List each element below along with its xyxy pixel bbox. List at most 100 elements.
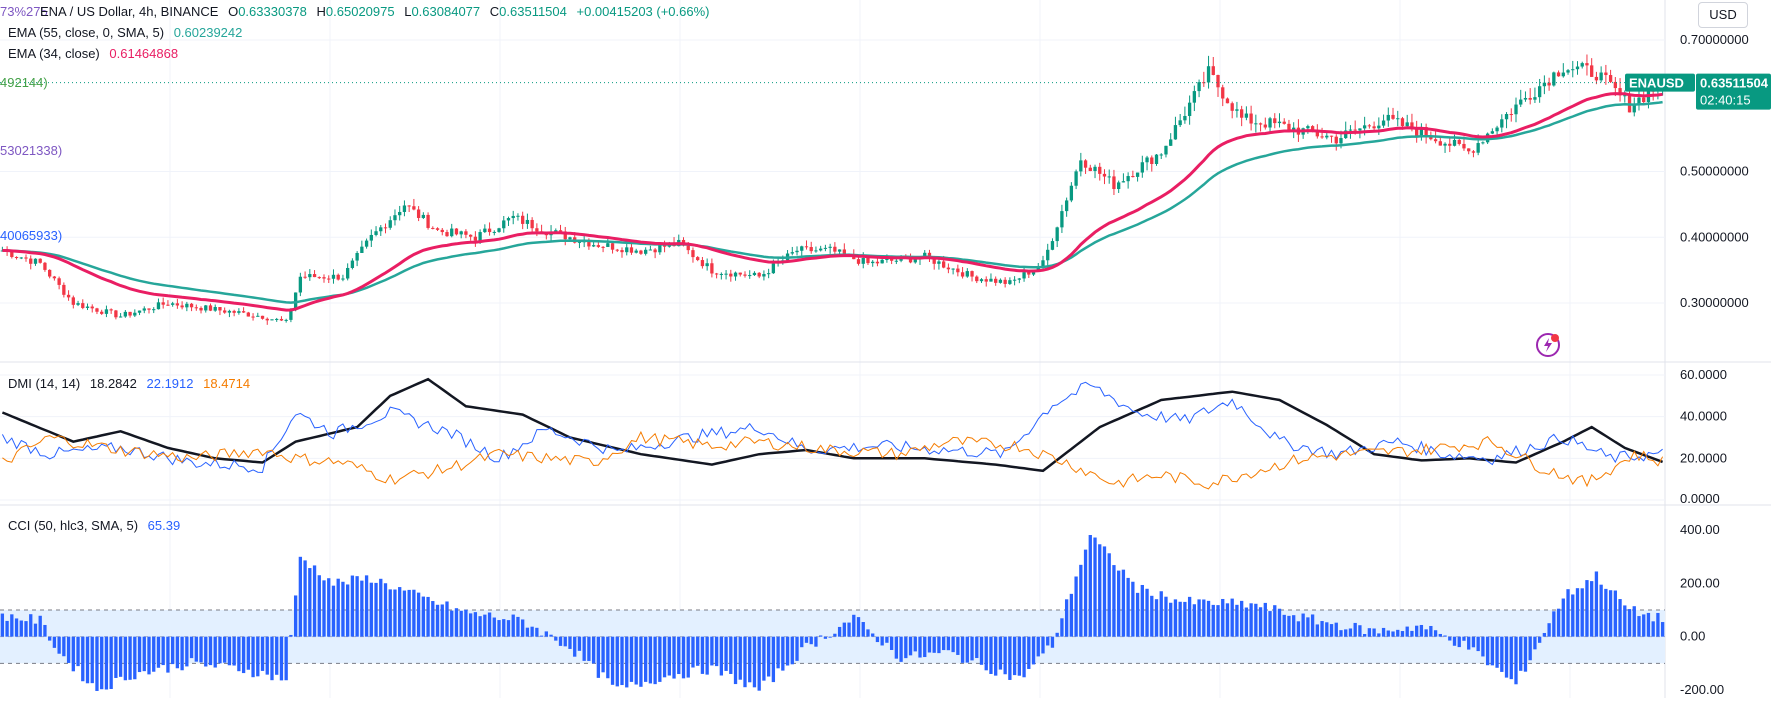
- candle-body: [1566, 70, 1570, 73]
- candle-body: [871, 261, 875, 264]
- candle-body: [435, 228, 440, 230]
- cci-bar: [10, 614, 14, 637]
- ema34-legend[interactable]: EMA (34, close) 0.61464868: [8, 46, 184, 61]
- cci-bar: [1282, 614, 1286, 637]
- cci-bar: [885, 636, 889, 643]
- cci-bar: [591, 636, 596, 664]
- candle-body: [336, 274, 340, 280]
- candle-body: [979, 279, 984, 282]
- dmi-adx-value: 18.2842: [89, 376, 137, 391]
- symbol-legend[interactable]: ENA / US Dollar, 4h, BINANCE O0.63330378…: [40, 4, 716, 19]
- cci-bar: [1135, 592, 1140, 637]
- candle-body: [241, 311, 246, 313]
- candle-body: [946, 267, 951, 270]
- candle-body: [861, 257, 865, 264]
- candle-body: [837, 249, 842, 252]
- candle-body: [194, 307, 198, 309]
- cci-bar: [620, 636, 624, 686]
- candle-body: [1481, 142, 1485, 144]
- cci-bar: [416, 592, 421, 637]
- candle-body: [1046, 249, 1050, 261]
- cci-bar: [819, 635, 823, 637]
- cci-bar: [440, 604, 444, 637]
- candle-body: [1216, 74, 1220, 88]
- cci-bar: [1221, 598, 1225, 637]
- dmi-legend[interactable]: DMI (14, 14) 18.2842 22.1912 18.4714: [8, 376, 256, 391]
- cci-bar: [1008, 636, 1012, 680]
- cci-bar: [1377, 633, 1381, 637]
- cci-bar: [5, 620, 9, 637]
- candle-body: [932, 257, 936, 264]
- candle-body: [554, 230, 558, 232]
- candle-body: [293, 292, 298, 309]
- flash-icon[interactable]: [1535, 332, 1561, 358]
- cci-bar: [927, 636, 932, 653]
- cci-bar: [1533, 636, 1537, 650]
- cci-bar: [317, 575, 321, 637]
- cci-bar: [1117, 570, 1121, 637]
- cci-bar: [289, 634, 293, 637]
- candle-body: [355, 252, 359, 261]
- cci-legend[interactable]: CCI (50, hlc3, SMA, 5) 65.39: [8, 518, 186, 533]
- cci-bar: [672, 636, 676, 679]
- cci-bar: [743, 636, 747, 688]
- cci-bar: [776, 636, 780, 669]
- candle-body: [289, 308, 293, 320]
- cci-bar: [1353, 622, 1357, 637]
- cci-bar: [227, 636, 232, 666]
- candle-body: [360, 246, 364, 253]
- candle-body: [1074, 171, 1078, 186]
- symbol-title[interactable]: ENA / US Dollar, 4h, BINANCE: [40, 4, 219, 19]
- cci-bar: [81, 636, 85, 682]
- candle-body: [478, 232, 482, 241]
- candle-body: [1448, 143, 1452, 146]
- cci-bar: [1485, 636, 1490, 666]
- cci-bar: [1405, 626, 1409, 637]
- cci-bar: [1415, 625, 1419, 637]
- cci-bar: [610, 636, 615, 685]
- candle-body: [497, 228, 501, 232]
- cci-bar: [445, 601, 449, 637]
- cci-bar: [1452, 636, 1457, 646]
- cci-bar: [223, 636, 227, 663]
- cci-bar: [502, 619, 506, 637]
- candle-body: [1575, 66, 1580, 70]
- candle-body: [90, 306, 94, 309]
- cci-bar: [766, 636, 771, 677]
- candle-body: [1079, 160, 1083, 172]
- cci-bar: [809, 636, 813, 645]
- candle-body: [175, 303, 180, 306]
- cci-bar: [549, 634, 553, 637]
- cci-bar: [393, 589, 397, 637]
- cci-bar: [1041, 636, 1045, 654]
- candle-body: [965, 271, 969, 277]
- candle-body: [937, 261, 941, 264]
- cci-bar: [1244, 607, 1249, 637]
- candle-body: [516, 215, 520, 217]
- cci-bar: [1537, 636, 1542, 643]
- price-badge: [1696, 73, 1771, 110]
- candle-body: [577, 241, 582, 243]
- ema55-legend[interactable]: EMA (55, close, 0, SMA, 5) 0.60239242: [8, 25, 248, 40]
- candle-body: [275, 318, 279, 320]
- cci-bar: [979, 636, 984, 665]
- cci-bar: [1187, 596, 1192, 637]
- cci-bar: [975, 636, 979, 659]
- candle-body: [1604, 72, 1608, 76]
- candle-body: [1400, 118, 1405, 127]
- cci-bar: [426, 596, 430, 637]
- candle-body: [1012, 279, 1017, 281]
- cci-bar: [1197, 599, 1201, 637]
- candle-body: [591, 245, 596, 247]
- candle-body: [185, 303, 189, 308]
- cci-bar: [1632, 606, 1636, 637]
- clipped-label-blue: 40065933): [0, 228, 63, 243]
- candle-body: [1339, 138, 1343, 144]
- currency-button[interactable]: USD: [1698, 2, 1748, 28]
- cci-bar: [1046, 636, 1050, 646]
- cci-bar: [483, 614, 487, 637]
- cci-bar: [1310, 614, 1315, 637]
- cci-bar: [265, 636, 269, 675]
